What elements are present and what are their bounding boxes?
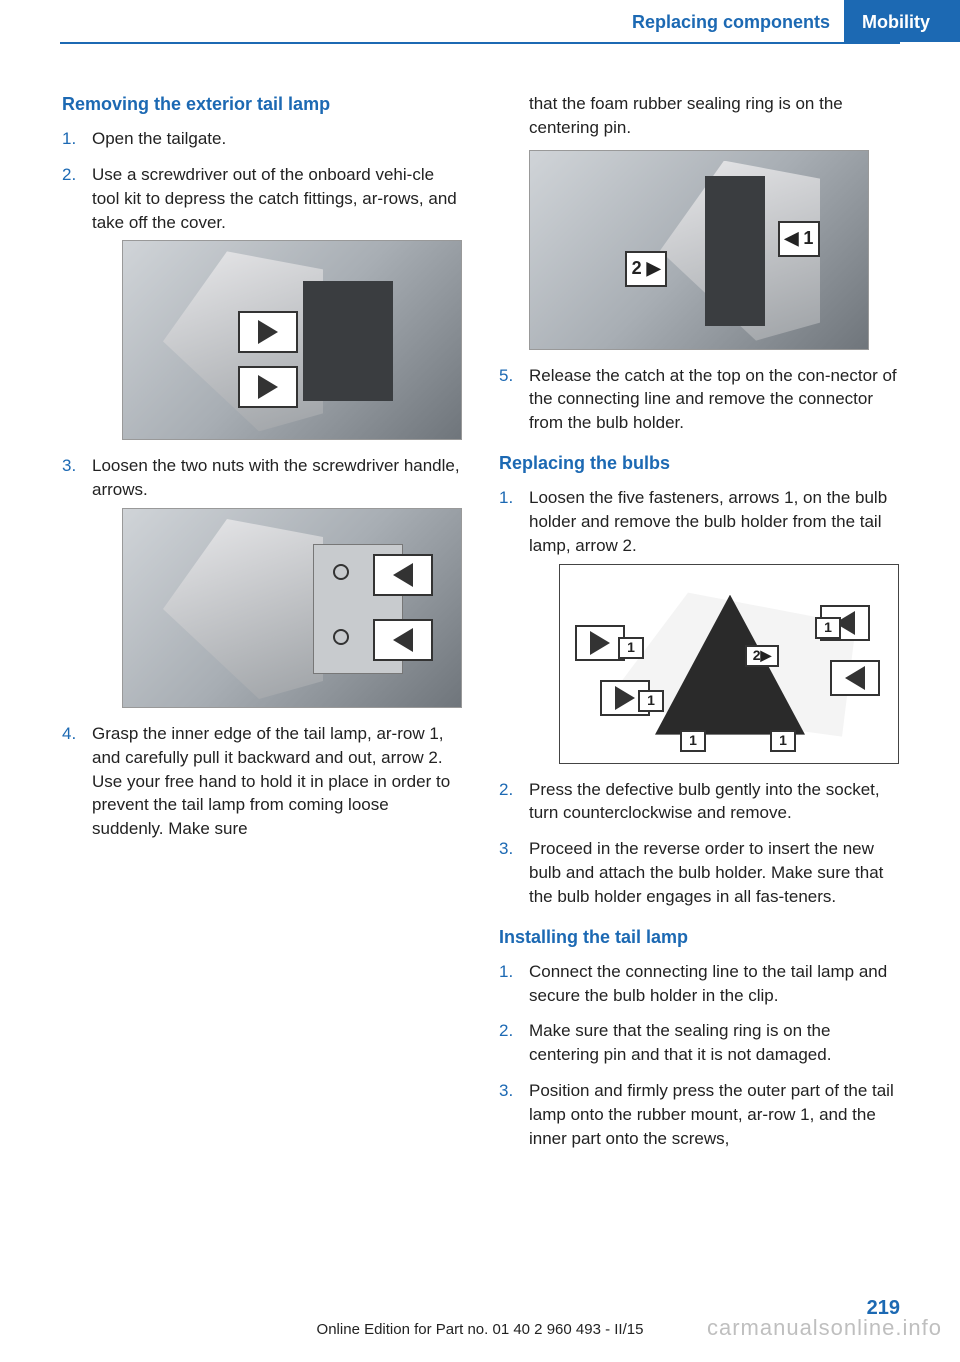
- step-5: Release the catch at the top on the con‐…: [499, 364, 900, 435]
- arrow-2-small-label: 2▶: [745, 645, 779, 667]
- nut-icon: [333, 629, 349, 645]
- arrow-1-small-label: 1: [638, 690, 664, 712]
- figure-pull-tail-lamp: ◀ 1 2 ▶: [529, 150, 869, 350]
- replacing-bulbs-steps: Loosen the five fasteners, arrows 1, on …: [499, 486, 900, 908]
- install-step-3: Position and firmly press the outer part…: [499, 1079, 900, 1150]
- step-4-text: Grasp the inner edge of the tail lamp, a…: [92, 724, 450, 838]
- arrow-right-icon: [590, 631, 610, 655]
- step-2-text: Use a screwdriver out of the onboard veh…: [92, 165, 457, 232]
- figure-cover-removal: [122, 240, 462, 440]
- heading-installing-tail-lamp: Installing the tail lamp: [499, 925, 900, 950]
- installing-steps: Connect the connecting line to the tail …: [499, 960, 900, 1151]
- removing-steps-cont: Release the catch at the top on the con‐…: [499, 364, 900, 435]
- arrow-1-small-label: 1: [618, 637, 644, 659]
- arrow-indicator-icon: [238, 311, 298, 353]
- install-step-2-text: Make sure that the sealing ring is on th…: [529, 1021, 831, 1064]
- step-3-text: Loosen the two nuts with the screwdriver…: [92, 456, 460, 499]
- install-step-1: Connect the connecting line to the tail …: [499, 960, 900, 1008]
- arrow-indicator-icon: [830, 660, 880, 696]
- arrow-right-icon: [258, 375, 278, 399]
- arrow-1-label: ◀ 1: [778, 221, 820, 257]
- arrow-left-icon: [393, 628, 413, 652]
- install-step-3-text: Position and firmly press the outer part…: [529, 1081, 894, 1148]
- arrow-right-icon: [615, 686, 635, 710]
- step-3: Loosen the two nuts with the screwdriver…: [62, 454, 463, 708]
- left-column: Removing the exterior tail lamp Open the…: [62, 92, 463, 1162]
- tail-lamp-graphic: [163, 519, 323, 699]
- step-4-continuation: that the foam rubber sealing ring is on …: [499, 92, 900, 140]
- bulb-step-1: Loosen the five fasteners, arrows 1, on …: [499, 486, 900, 763]
- cover-panel-graphic: [303, 281, 393, 401]
- arrow-indicator-icon: [373, 619, 433, 661]
- arrow-left-icon: [845, 666, 865, 690]
- bulb-step-1-text: Loosen the five fasteners, arrows 1, on …: [529, 488, 887, 555]
- arrow-1-small-label: 1: [815, 617, 841, 639]
- step-1: Open the tailgate.: [62, 127, 463, 151]
- step-5-text: Release the catch at the top on the con‐…: [529, 366, 897, 433]
- install-step-2: Make sure that the sealing ring is on th…: [499, 1019, 900, 1067]
- heading-replacing-bulbs: Replacing the bulbs: [499, 451, 900, 476]
- bulb-step-3: Proceed in the reverse order to insert t…: [499, 837, 900, 908]
- watermark-text: carmanualsonline.info: [707, 1313, 942, 1344]
- bulb-step-2-text: Press the defective bulb gently into the…: [529, 780, 880, 823]
- install-step-1-text: Connect the connecting line to the tail …: [529, 962, 887, 1005]
- step-1-text: Open the tailgate.: [92, 129, 226, 148]
- arrow-indicator-icon: [373, 554, 433, 596]
- chapter-title: Mobility: [844, 0, 960, 42]
- figure-loosen-nuts: [122, 508, 462, 708]
- arrow-1-small-label: 1: [770, 730, 796, 752]
- nut-icon: [333, 564, 349, 580]
- figure-bulb-holder: 2▶ 1 1 1 1 1: [559, 564, 899, 764]
- lamp-edge-graphic: [705, 176, 765, 326]
- step-2: Use a screwdriver out of the onboard veh…: [62, 163, 463, 440]
- section-title: Replacing components: [632, 0, 844, 42]
- content-area: Removing the exterior tail lamp Open the…: [0, 44, 960, 1162]
- bulb-step-2: Press the defective bulb gently into the…: [499, 778, 900, 826]
- arrow-1-small-label: 1: [680, 730, 706, 752]
- removing-steps: Open the tailgate. Use a screwdriver out…: [62, 127, 463, 841]
- arrow-left-icon: [393, 563, 413, 587]
- arrow-2-label: 2 ▶: [625, 251, 667, 287]
- right-column: that the foam rubber sealing ring is on …: [499, 92, 900, 1162]
- arrow-indicator-icon: [238, 366, 298, 408]
- bulb-step-3-text: Proceed in the reverse order to insert t…: [529, 839, 883, 906]
- step-4: Grasp the inner edge of the tail lamp, a…: [62, 722, 463, 841]
- heading-removing-tail-lamp: Removing the exterior tail lamp: [62, 92, 463, 117]
- page-header: Replacing components Mobility: [0, 0, 960, 42]
- arrow-right-icon: [258, 320, 278, 344]
